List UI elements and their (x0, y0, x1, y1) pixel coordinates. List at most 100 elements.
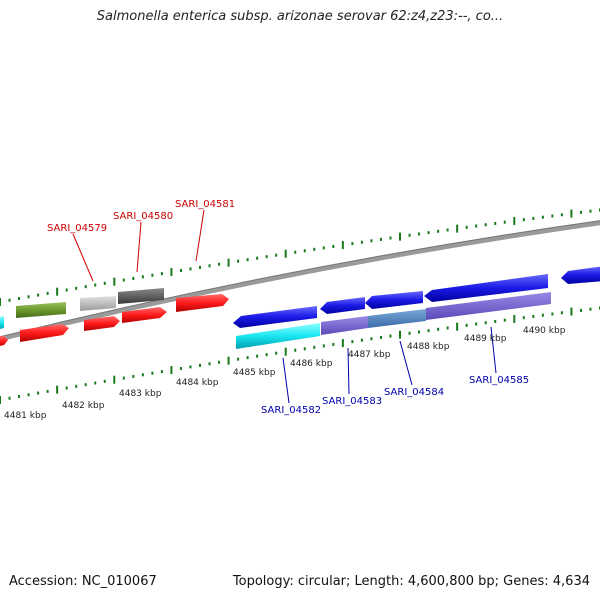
minor-tick (94, 381, 97, 385)
minor-tick (370, 337, 373, 341)
minor-tick (256, 256, 259, 260)
gene-arrow[interactable] (233, 306, 317, 328)
minor-tick (427, 329, 430, 333)
gene-label[interactable]: SARI_04585 (469, 375, 529, 386)
minor-tick (46, 389, 49, 393)
gene-arrow[interactable] (118, 288, 164, 304)
minor-tick (437, 229, 440, 233)
major-tick (113, 277, 116, 286)
minor-tick (132, 276, 135, 280)
minor-tick (151, 273, 154, 277)
minor-tick (275, 351, 278, 355)
gene-arrow[interactable] (320, 297, 365, 314)
minor-tick (418, 330, 421, 334)
gene-label[interactable]: SARI_04582 (261, 405, 321, 416)
major-tick (0, 396, 1, 404)
minor-tick (103, 281, 106, 285)
gene-arrow[interactable] (365, 291, 423, 309)
gene-arrow[interactable] (20, 324, 69, 342)
minor-tick (160, 370, 163, 374)
minor-tick (360, 240, 363, 244)
kbp-label: 4487 kbp (348, 350, 391, 360)
minor-tick (313, 247, 316, 251)
gene-arrow[interactable] (368, 309, 426, 328)
minor-tick (294, 348, 297, 352)
minor-tick (75, 384, 78, 388)
minor-tick (589, 209, 592, 213)
accession-text: Accession: NC_010067 (9, 574, 157, 589)
minor-tick (418, 232, 421, 236)
minor-tick (27, 295, 30, 299)
gene-label[interactable]: SARI_04583 (322, 396, 382, 407)
minor-tick (484, 223, 487, 227)
minor-tick (141, 373, 144, 377)
gene-arrow[interactable] (321, 316, 368, 335)
minor-tick (446, 228, 449, 232)
minor-tick (532, 216, 535, 220)
minor-tick (65, 386, 68, 390)
minor-tick (218, 360, 221, 364)
major-tick (456, 322, 459, 331)
major-tick (113, 375, 116, 384)
minor-tick (427, 231, 430, 235)
minor-tick (84, 285, 87, 289)
minor-tick (179, 366, 182, 370)
minor-tick (179, 268, 182, 272)
minor-tick (589, 307, 592, 311)
minor-tick (18, 395, 21, 399)
forward-genes (0, 266, 600, 330)
major-tick (570, 209, 573, 218)
major-tick (56, 287, 59, 296)
gene-arrow[interactable] (16, 302, 66, 318)
minor-tick (522, 218, 525, 222)
minor-tick (208, 264, 211, 268)
gene-label[interactable]: SARI_04580 (113, 211, 173, 222)
minor-tick (218, 262, 221, 266)
major-tick (513, 314, 516, 323)
minor-tick (551, 312, 554, 316)
major-tick (456, 224, 459, 233)
gene-arrow[interactable] (0, 316, 4, 330)
gene-arrow[interactable] (424, 274, 548, 302)
minor-tick (189, 267, 192, 271)
gene-label[interactable]: SARI_04581 (175, 199, 235, 210)
minor-tick (360, 338, 363, 342)
minor-tick (294, 250, 297, 254)
minor-tick (389, 236, 392, 240)
gene-arrow[interactable] (0, 336, 8, 347)
major-tick (56, 385, 59, 394)
minor-tick (65, 288, 68, 292)
major-tick (170, 268, 173, 277)
map-title: Salmonella enterica subsp. arizonae sero… (96, 9, 504, 24)
genome-backbone (0, 220, 600, 342)
minor-tick (541, 313, 544, 317)
minor-tick (332, 244, 335, 248)
minor-tick (132, 374, 135, 378)
minor-tick (246, 258, 249, 262)
minor-tick (303, 347, 306, 351)
gene-arrow[interactable] (236, 323, 320, 349)
gene-arrow[interactable] (84, 316, 120, 331)
minor-tick (141, 275, 144, 279)
gene-arrow[interactable] (80, 296, 116, 311)
minor-tick (27, 393, 30, 397)
kbp-label: 4490 kbp (523, 326, 566, 336)
minor-tick (199, 265, 201, 269)
minor-tick (408, 233, 411, 237)
minor-tick (541, 215, 544, 219)
gene-label[interactable]: SARI_04584 (384, 387, 444, 398)
minor-tick (8, 396, 11, 400)
gene-arrow[interactable] (176, 294, 229, 312)
gene-arrow[interactable] (122, 307, 167, 323)
minor-tick (379, 237, 382, 241)
gene-label[interactable]: SARI_04579 (47, 223, 107, 234)
minor-tick (484, 321, 487, 325)
major-tick (399, 330, 401, 339)
minor-tick (494, 319, 497, 323)
gene-arrow[interactable] (426, 292, 551, 320)
minor-tick (37, 293, 40, 297)
minor-tick (465, 323, 468, 327)
major-tick (341, 241, 344, 250)
gene-arrow[interactable] (561, 266, 600, 284)
